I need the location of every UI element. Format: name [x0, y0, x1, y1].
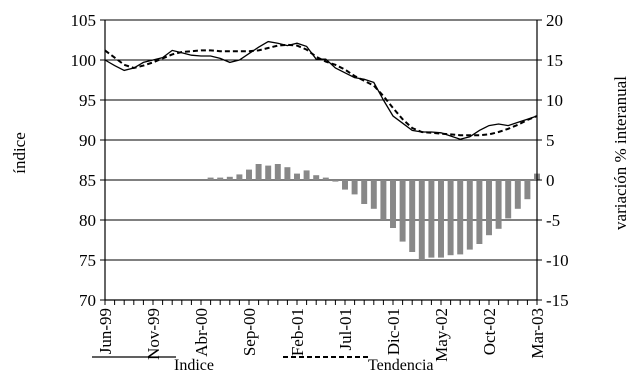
bar	[380, 180, 387, 220]
right-tick-label: -5	[546, 211, 560, 230]
bar	[457, 180, 464, 255]
bar	[409, 180, 416, 252]
x-tick-label: Jun-99	[96, 308, 115, 354]
bar	[226, 176, 233, 180]
x-tick-label: Oct-02	[480, 308, 499, 355]
bar	[294, 173, 300, 180]
bar	[370, 180, 377, 209]
axes	[100, 19, 542, 305]
bar	[495, 180, 502, 229]
bar	[514, 180, 521, 209]
bar	[505, 180, 512, 219]
right-axis-label: variación % interanual	[611, 76, 630, 230]
bar	[466, 180, 473, 250]
series-line-indice	[104, 40, 538, 140]
left-axis-label: índice	[10, 132, 29, 174]
bar	[303, 170, 310, 180]
x-tick-label: Nov-99	[144, 308, 163, 360]
bar	[361, 180, 368, 204]
bar	[207, 177, 214, 180]
bar	[418, 180, 425, 260]
x-tick-label: Mar-03	[528, 308, 547, 359]
bar	[476, 180, 483, 244]
left-tick-labels: 70 75 80 85 90 95 100 105	[71, 11, 97, 310]
x-tick-label: May-02	[432, 308, 451, 362]
right-tick-label: 5	[546, 131, 555, 150]
legend: Indice Tendencia	[92, 356, 434, 372]
bar	[390, 180, 396, 228]
bar	[217, 177, 224, 180]
lines	[104, 40, 538, 140]
right-tick-label: 0	[546, 171, 555, 190]
bar	[486, 180, 492, 236]
x-tick-label: Feb-01	[288, 308, 307, 356]
left-tick-label: 70	[79, 291, 96, 310]
right-tick-label: -10	[546, 251, 569, 270]
left-tick-label: 90	[79, 131, 96, 150]
bar	[322, 177, 329, 180]
bar	[332, 180, 339, 182]
x-tick-labels: Jun-99 Nov-99 Abr-00 Sep-00 Feb-01 Jul-01 Dic-…	[96, 308, 547, 362]
left-tick-label: 85	[79, 171, 96, 190]
x-tick-label: Jul-01	[336, 308, 355, 351]
legend-label-tendencia: Tendencia	[368, 357, 434, 372]
bar	[246, 169, 252, 180]
left-tick-label: 95	[79, 91, 96, 110]
right-tick-label: 10	[546, 91, 563, 110]
bar	[284, 167, 291, 180]
right-tick-labels: -15 -10 -5 0 5 10 15 20	[546, 11, 569, 310]
bars	[207, 164, 540, 260]
bar	[313, 175, 320, 180]
x-tick-label: Sep-00	[240, 308, 259, 356]
x-tick-label: Dic-01	[384, 308, 403, 355]
bar	[236, 174, 243, 180]
bar	[351, 180, 358, 195]
right-tick-label: 20	[546, 11, 563, 30]
left-tick-label: 75	[79, 251, 96, 270]
bar	[438, 180, 444, 258]
bar	[255, 164, 262, 180]
legend-label-indice: Indice	[174, 357, 214, 372]
x-tick-label: Abr-00	[192, 308, 211, 357]
right-tick-label: 15	[546, 51, 563, 70]
left-tick-label: 100	[71, 51, 97, 70]
bar	[428, 180, 435, 258]
left-tick-label: 105	[71, 11, 97, 30]
bar	[265, 165, 272, 180]
bar	[342, 180, 348, 190]
bar	[447, 180, 454, 256]
bar	[399, 180, 406, 242]
left-tick-label: 80	[79, 211, 96, 230]
bar	[274, 164, 281, 180]
right-tick-label: -15	[546, 291, 569, 310]
series-line-tendencia	[104, 43, 538, 137]
bar	[524, 180, 531, 200]
